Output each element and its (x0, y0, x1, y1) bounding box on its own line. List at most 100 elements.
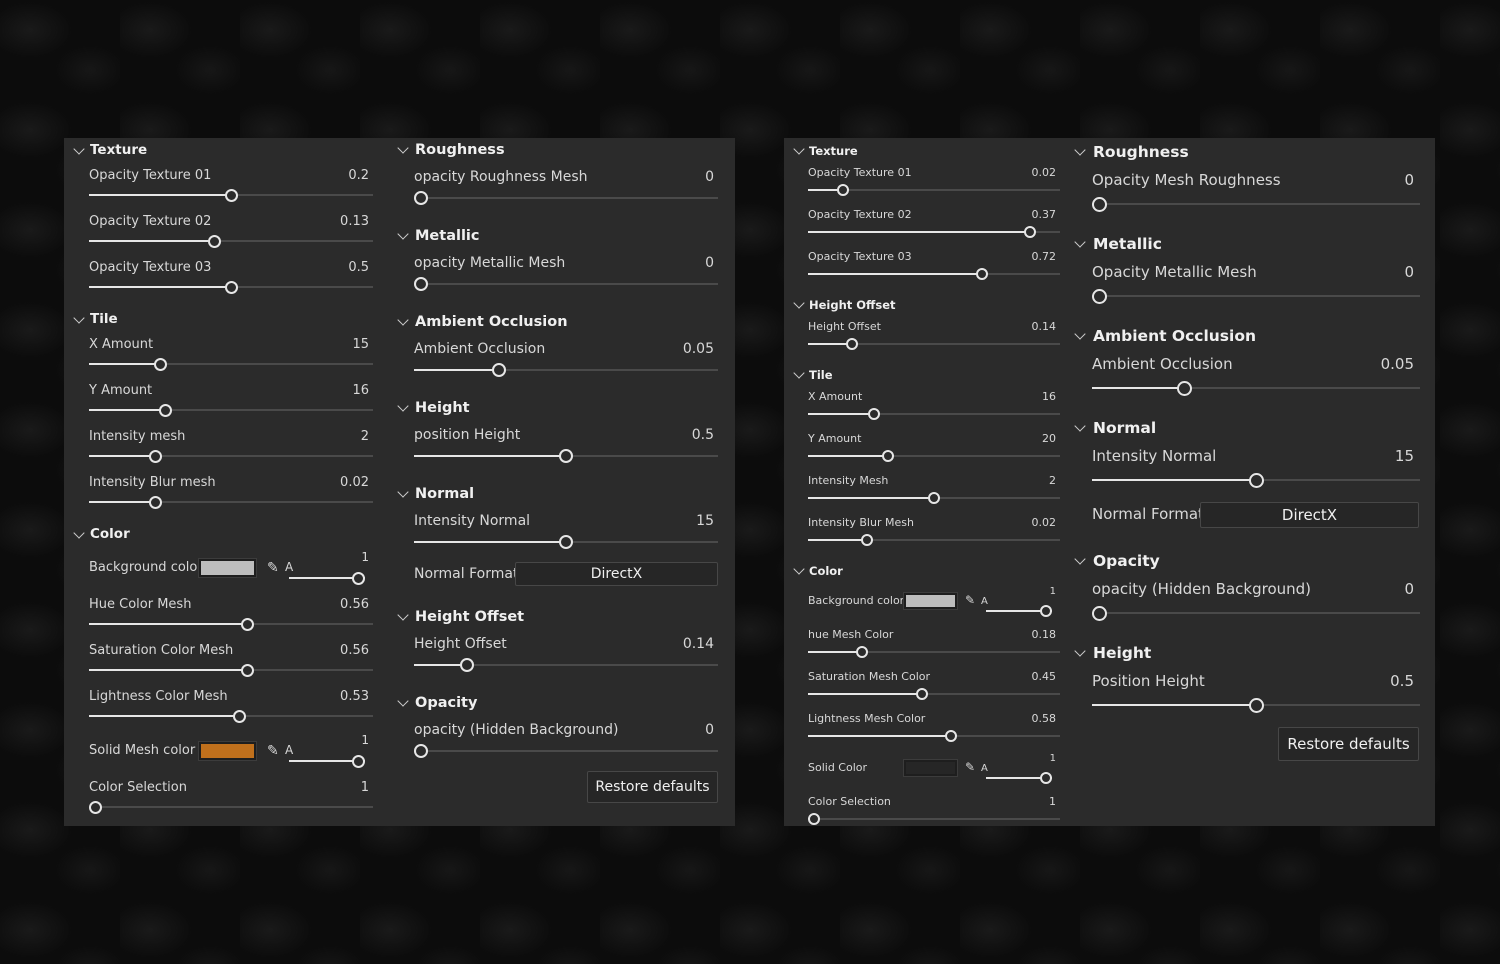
opacity-texture-02-slider[interactable] (808, 231, 1060, 233)
slider-thumb[interactable] (860, 534, 873, 546)
slider-thumb[interactable] (232, 709, 246, 723)
slider-thumb[interactable] (928, 492, 940, 504)
section-header[interactable]: Normal (415, 485, 475, 502)
section-header[interactable]: Opacity (415, 694, 478, 711)
solid-color-alpha-slider[interactable] (986, 777, 1052, 779)
restore-defaults-button[interactable]: Restore defaults (587, 771, 718, 803)
restore-defaults-button[interactable]: Restore defaults (1278, 727, 1419, 761)
section-header[interactable]: Texture (809, 143, 858, 158)
opacity-texture-03-slider[interactable] (808, 273, 1060, 275)
opacity-metallic-mesh-slider[interactable] (414, 283, 718, 285)
section-header[interactable]: Ambient Occlusion (1093, 326, 1257, 345)
height-offset-slider[interactable] (414, 664, 718, 666)
slider-thumb[interactable] (1040, 772, 1052, 784)
slider-thumb[interactable] (224, 280, 238, 294)
color-selection-slider[interactable] (89, 806, 373, 808)
normal-format-dropdown[interactable]: DirectX (1200, 502, 1419, 528)
slider-thumb[interactable] (148, 495, 162, 509)
section-header[interactable]: Color (809, 563, 843, 578)
section-header[interactable]: Metallic (1093, 234, 1162, 253)
slider-thumb[interactable] (836, 184, 849, 196)
slider-thumb[interactable] (460, 658, 475, 672)
eyedropper-icon[interactable]: ✎ (267, 559, 279, 576)
x-amount-slider[interactable] (808, 413, 1060, 415)
solid-color-swatch[interactable] (903, 759, 958, 777)
ambient-occlusion-slider[interactable] (1092, 387, 1420, 389)
slider-thumb[interactable] (882, 450, 895, 462)
section-header[interactable]: Tile (809, 367, 833, 382)
slider-thumb[interactable] (1040, 605, 1052, 617)
section-header[interactable]: Tile (90, 311, 118, 328)
slider-thumb[interactable] (808, 813, 820, 825)
y-amount-slider[interactable] (89, 409, 373, 411)
slider-thumb[interactable] (240, 663, 254, 677)
background-color-swatch[interactable] (903, 592, 958, 610)
hue-mesh-color-slider[interactable] (808, 651, 1060, 653)
section-header[interactable]: Normal (1093, 418, 1157, 437)
slider-thumb[interactable] (159, 403, 173, 417)
slider-thumb[interactable] (1176, 380, 1192, 396)
ambient-occlusion-slider[interactable] (414, 369, 718, 371)
color-selection-slider[interactable] (808, 818, 1060, 820)
height-offset-slider[interactable] (808, 343, 1060, 345)
slider-thumb[interactable] (1092, 605, 1107, 621)
y-amount-slider[interactable] (808, 455, 1060, 457)
opacity-texture-01-slider[interactable] (808, 189, 1060, 191)
slider-thumb[interactable] (559, 449, 573, 463)
slider-thumb[interactable] (352, 571, 365, 585)
slider-thumb[interactable] (89, 800, 102, 814)
slider-thumb[interactable] (916, 688, 928, 700)
solid-mesh-color-swatch[interactable] (198, 741, 257, 761)
slider-thumb[interactable] (1024, 226, 1036, 238)
saturation-mesh-color-slider[interactable] (808, 693, 1060, 695)
section-header[interactable]: Height Offset (415, 608, 525, 625)
slider-thumb[interactable] (154, 357, 168, 371)
opacity-hidden-background-slider[interactable] (414, 750, 718, 752)
slider-thumb[interactable] (148, 449, 162, 463)
slider-thumb[interactable] (1092, 288, 1107, 304)
slider-thumb[interactable] (856, 646, 868, 658)
slider-thumb[interactable] (944, 730, 957, 742)
background-color-alpha-slider[interactable] (986, 610, 1052, 612)
slider-thumb[interactable] (414, 277, 428, 291)
intensity-blur-mesh-slider[interactable] (808, 539, 1060, 541)
background-color-alpha-slider[interactable] (289, 577, 365, 579)
normal-format-dropdown[interactable]: DirectX (515, 562, 718, 586)
intensity-mesh-slider[interactable] (89, 455, 373, 457)
slider-thumb[interactable] (1248, 472, 1264, 488)
eyedropper-icon[interactable]: ✎ (267, 742, 279, 759)
eyedropper-icon[interactable]: ✎ (965, 760, 976, 775)
opacity-metallic-mesh-slider[interactable] (1092, 295, 1420, 297)
slider-thumb[interactable] (224, 188, 238, 202)
eyedropper-icon[interactable]: ✎ (965, 593, 976, 608)
slider-thumb[interactable] (1248, 697, 1264, 713)
opacity-texture-02-slider[interactable] (89, 240, 373, 242)
slider-thumb[interactable] (492, 363, 507, 377)
section-header[interactable]: Opacity (1093, 551, 1160, 570)
opacity-hidden-background-slider[interactable] (1092, 612, 1420, 614)
lightness-mesh-color-slider[interactable] (808, 735, 1060, 737)
slider-thumb[interactable] (868, 408, 880, 420)
slider-thumb[interactable] (414, 744, 428, 758)
section-header[interactable]: Texture (90, 142, 148, 159)
opacity-roughness-mesh-slider[interactable] (414, 197, 718, 199)
slider-thumb[interactable] (208, 234, 222, 248)
section-header[interactable]: Height (1093, 643, 1152, 662)
section-header[interactable]: Roughness (1093, 142, 1189, 161)
intensity-blur-mesh-slider[interactable] (89, 501, 373, 503)
slider-thumb[interactable] (352, 754, 365, 768)
section-header[interactable]: Metallic (415, 227, 480, 244)
lightness-color-mesh-slider[interactable] (89, 715, 373, 717)
section-header[interactable]: Ambient Occlusion (415, 313, 568, 330)
section-header[interactable]: Roughness (415, 141, 505, 158)
slider-thumb[interactable] (846, 338, 859, 350)
saturation-color-mesh-slider[interactable] (89, 669, 373, 671)
solid-mesh-color-alpha-slider[interactable] (289, 760, 365, 762)
slider-thumb[interactable] (1092, 196, 1107, 212)
slider-thumb[interactable] (414, 191, 428, 205)
x-amount-slider[interactable] (89, 363, 373, 365)
slider-thumb[interactable] (559, 535, 573, 549)
section-header[interactable]: Height (415, 399, 470, 416)
section-header[interactable]: Color (90, 526, 130, 543)
slider-thumb[interactable] (240, 617, 254, 631)
